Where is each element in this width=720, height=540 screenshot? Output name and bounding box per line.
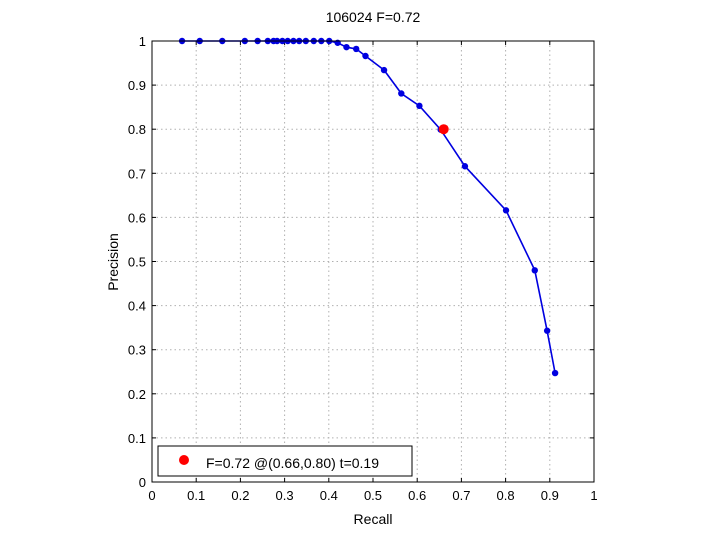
axes-frame <box>151 40 595 483</box>
chart-title: 106024 F=0.72 <box>326 9 421 25</box>
x-tick-labels: 0 0.1 0.2 0.3 0.4 0.5 0.6 0.7 0.8 0.9 1 <box>148 488 597 503</box>
legend: F=0.72 @(0.66,0.80) t=0.19 <box>157 445 413 477</box>
y-tick-label: 0.5 <box>128 255 146 270</box>
x-tick-label: 0.5 <box>364 488 382 503</box>
data-point <box>543 327 551 334</box>
y-tick-label: 0.4 <box>128 299 146 314</box>
y-tick-label: 0.6 <box>128 210 146 225</box>
x-tick-label: 0.6 <box>408 488 426 503</box>
legend-marker <box>179 455 189 465</box>
best-f-point <box>438 124 449 135</box>
x-tick-label: 0.3 <box>276 488 294 503</box>
x-tick-label: 0.9 <box>541 488 559 503</box>
y-tick-label: 0.7 <box>128 166 146 181</box>
y-tick-label: 0 <box>139 475 146 490</box>
x-tick-label: 0.7 <box>452 488 470 503</box>
x-tick-label: 1 <box>590 488 597 503</box>
data-point <box>551 369 559 377</box>
x-axis-label: Recall <box>354 511 393 527</box>
grid <box>152 41 594 482</box>
data-point <box>531 267 538 274</box>
y-tick-labels: 0 0.1 0.2 0.3 0.4 0.5 0.6 0.7 0.8 0.9 1 <box>128 34 146 490</box>
data-point <box>362 52 369 60</box>
x-tick-label: 0.1 <box>187 488 205 503</box>
y-axis-label: Precision <box>105 233 121 291</box>
x-tick-label: 0.2 <box>231 488 249 503</box>
data-point <box>343 43 350 51</box>
highlight-layer <box>438 124 449 135</box>
y-tick-label: 0.1 <box>128 431 146 446</box>
y-tick-label: 0.9 <box>128 78 146 93</box>
data-point <box>461 163 469 170</box>
data-point <box>398 90 405 97</box>
x-tick-label: 0.8 <box>497 488 515 503</box>
y-tick-label: 0.3 <box>128 343 146 358</box>
legend-box <box>157 445 413 477</box>
data-point <box>353 45 360 53</box>
data-point <box>502 207 510 214</box>
x-tick-label: 0 <box>148 488 155 503</box>
y-tick-label: 0.2 <box>128 387 146 402</box>
data-point <box>416 102 423 110</box>
x-tick-label: 0.4 <box>320 488 338 503</box>
legend-text: F=0.72 @(0.66,0.80) t=0.19 <box>206 455 379 471</box>
y-tick-label: 0.8 <box>128 122 146 137</box>
data-point <box>380 66 388 74</box>
y-tick-label: 1 <box>139 34 146 49</box>
